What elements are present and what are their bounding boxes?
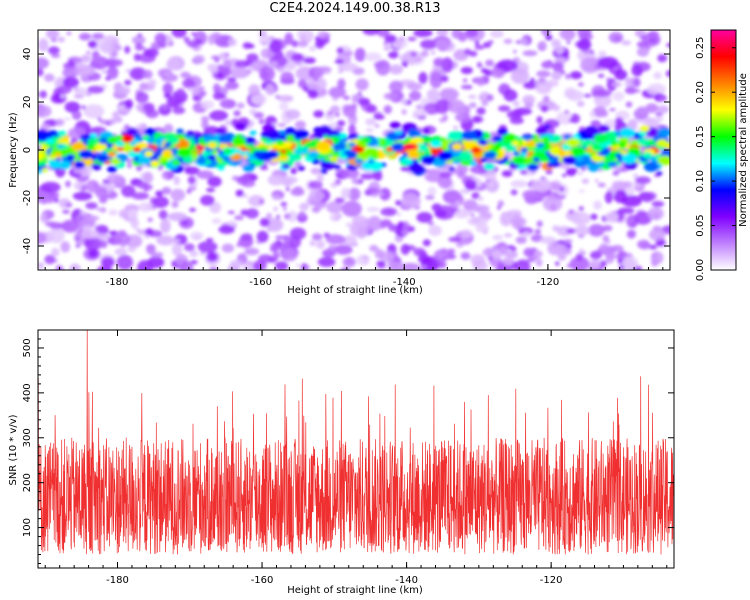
snr-x-tick-label: -140	[395, 575, 418, 586]
snr-y-tick-label: 300	[22, 428, 33, 447]
heatmap-y-tick-label: 40	[22, 48, 33, 61]
colorbar-tick-label: 0.20	[695, 81, 706, 103]
colorbar-label: Normalized spectral amplitude	[738, 73, 749, 227]
heatmap-x-axis-label: Height of straight line (km)	[287, 285, 423, 296]
colorbar-tick-label: 0.15	[695, 126, 706, 148]
heatmap-x-tick-label: -180	[106, 277, 129, 288]
colorbar-tick-label: 0.10	[695, 170, 706, 192]
snr-y-axis-label: SNR (10 * v/v)	[8, 414, 19, 485]
snr-frame	[37, 329, 675, 569]
colorbar-tick-label: 0.25	[695, 37, 706, 59]
snr-x-tick-label: -120	[540, 575, 563, 586]
snr-y-tick-label: 500	[22, 338, 33, 357]
heatmap-cells	[38, 30, 670, 270]
snr-panel: -180 -160 -140 -120 100 200 300 400 500 Height …	[8, 329, 675, 596]
snr-x-tick-label: -160	[251, 575, 274, 586]
heatmap-y-tick-label: -20	[22, 190, 33, 206]
colorbar-gradient	[710, 29, 737, 271]
snr-y-tick-label: 200	[22, 473, 33, 492]
snr-y-tick-label: 400	[22, 383, 33, 402]
snr-series-line	[38, 330, 674, 555]
heatmap-y-axis-label: Frequency (Hz)	[8, 112, 19, 188]
chart-title: C2E4.2024.149.00.38.R13	[269, 1, 441, 16]
heatmap-panel: -180 -160 -140 -120 -40 -20 0 20 40 Height of s…	[8, 29, 671, 296]
heatmap-x-tick-label: -140	[393, 277, 416, 288]
heatmap-x-tick-label: -160	[249, 277, 272, 288]
colorbar-tick-label: 0.05	[695, 214, 706, 236]
heatmap-x-tick-label: -120	[537, 277, 560, 288]
heatmap-y-tick-label: 0	[22, 147, 33, 153]
colorbar: 0.00 0.05 0.10 0.15 0.20 0.25 Normalized spec…	[695, 29, 749, 281]
snr-x-tick-label: -180	[106, 575, 129, 586]
snr-x-axis-label: Height of straight line (km)	[287, 585, 423, 596]
heatmap-y-tick-label: 20	[22, 96, 33, 109]
snr-y-tick-label: 100	[22, 518, 33, 537]
heatmap-y-tick-label: -40	[22, 238, 33, 254]
colorbar-tick-label: 0.00	[695, 259, 706, 281]
